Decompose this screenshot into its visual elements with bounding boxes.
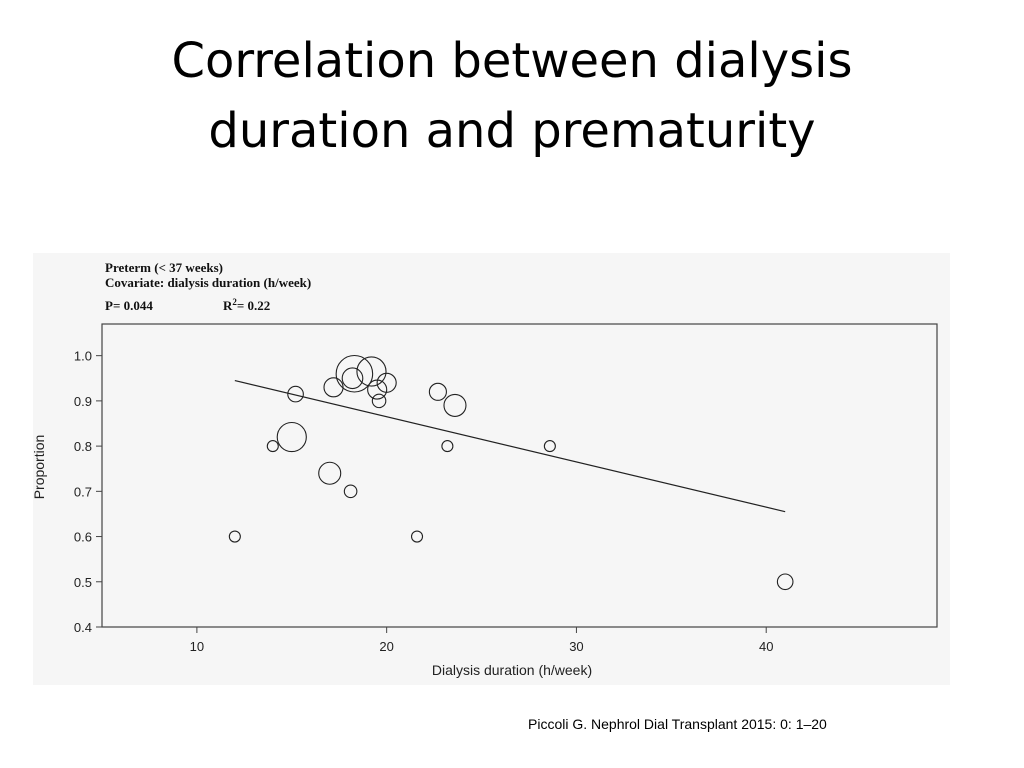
r2-superscript: 2	[232, 297, 237, 307]
data-point	[341, 367, 364, 390]
x-axis-label: Dialysis duration (h/week)	[432, 662, 592, 678]
data-point	[443, 393, 467, 417]
r2-prefix: R	[223, 298, 233, 313]
chart-figure: Preterm (< 37 weeks) Covariate: dialysis…	[33, 253, 950, 685]
y-tick-label: 1.0	[74, 349, 92, 364]
data-point	[776, 573, 794, 591]
data-point	[276, 421, 307, 453]
y-axis-label: Proportion	[33, 435, 47, 500]
x-tick-label: 30	[569, 639, 583, 654]
r2-value: = 0.22	[237, 298, 270, 313]
slide-title-line-1: Correlation between dialysis	[171, 33, 853, 89]
axes: 10 20 30 40 0.4 0.5 0.6 0.7 0.8 0.9 1.0	[74, 349, 774, 654]
fit-line	[234, 379, 786, 513]
data-point	[376, 372, 397, 393]
slide-title-line-2: duration and prematurity	[208, 103, 816, 159]
data-point	[266, 440, 279, 453]
data-point	[441, 440, 454, 453]
data-point	[318, 461, 342, 485]
data-points	[228, 354, 794, 591]
slide-title: Correlation between dialysis duration an…	[0, 26, 1024, 166]
data-point	[287, 385, 304, 403]
y-tick-label: 0.5	[74, 575, 92, 590]
y-tick-label: 0.8	[74, 439, 92, 454]
data-point	[410, 530, 424, 543]
data-point	[323, 377, 344, 398]
x-tick-label: 10	[190, 639, 204, 654]
x-tick-label: 40	[759, 639, 773, 654]
annotation-line-2: Covariate: dialysis duration (h/week)	[105, 275, 311, 290]
annotation-r-squared: R2= 0.22	[223, 297, 270, 313]
x-tick-label: 20	[379, 639, 393, 654]
data-point	[335, 354, 374, 393]
annotation-p-value: P= 0.044	[105, 298, 153, 313]
y-tick-label: 0.9	[74, 394, 92, 409]
annotation-line-1: Preterm (< 37 weeks)	[105, 260, 223, 275]
data-point	[371, 393, 387, 409]
y-tick-label: 0.6	[74, 530, 92, 545]
y-tick-label: 0.4	[74, 620, 92, 635]
y-tick-label: 0.7	[74, 484, 92, 499]
data-point	[543, 440, 556, 453]
data-point	[428, 382, 447, 401]
bubble-chart: Preterm (< 37 weeks) Covariate: dialysis…	[33, 260, 938, 678]
data-point	[343, 484, 358, 499]
data-point	[356, 356, 387, 387]
citation: Piccoli G. Nephrol Dial Transplant 2015:…	[528, 716, 827, 732]
regression-line	[234, 379, 786, 513]
data-point	[228, 530, 241, 543]
plot-area	[101, 323, 938, 628]
